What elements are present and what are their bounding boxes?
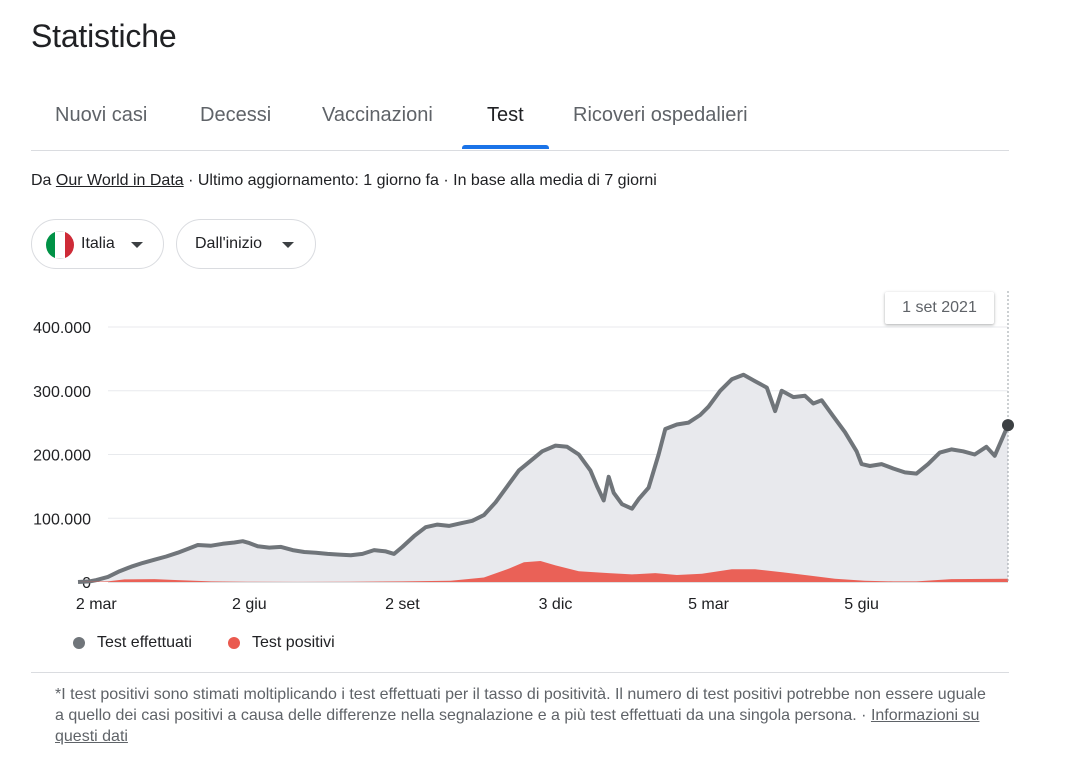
range-dropdown[interactable]: Dall'inizio <box>176 219 316 269</box>
source-prefix: Da <box>31 172 56 189</box>
hover-point-marker <box>1002 419 1014 432</box>
footnote: *I test positivi sono stimati moltiplica… <box>55 684 995 747</box>
legend-label-tests-positive: Test positivi <box>252 634 335 651</box>
source-line: Da Our World in Data · Ultimo aggiorname… <box>31 172 657 190</box>
legend-dot-tests-done <box>73 637 85 649</box>
source-link[interactable]: Our World in Data <box>55 172 184 189</box>
x-tick-label: 5 giu <box>844 596 879 613</box>
legend-label-tests-done: Test effettuati <box>97 634 192 651</box>
flag-stripe-white <box>55 231 65 259</box>
tests-positive-area <box>78 561 1008 582</box>
flag-stripe-red <box>64 231 74 259</box>
legend-dot-tests-positive <box>228 637 240 649</box>
hover-date-tooltip: 1 set 2021 <box>885 292 994 324</box>
footnote-text: *I test positivi sono stimati moltiplica… <box>55 686 986 724</box>
x-tick-label: 2 giu <box>232 596 267 613</box>
x-tick-label: 5 mar <box>688 596 730 613</box>
tab-bar: Nuovi casi Decessi Vaccinazioni Test Ric… <box>31 96 1009 151</box>
source-updated: · Ultimo aggiornamento: 1 giorno fa · In… <box>183 172 657 189</box>
y-tick-label: 300.000 <box>33 384 91 401</box>
country-label: Italia <box>81 235 115 252</box>
page-title: Statistiche <box>31 18 177 54</box>
range-label: Dall'inizio <box>195 235 263 252</box>
chevron-down-icon <box>131 242 143 248</box>
flag-stripe-green <box>46 231 56 259</box>
country-dropdown[interactable]: Italia <box>31 219 164 269</box>
y-tick-label: 200.000 <box>33 448 91 465</box>
tests-done-line <box>77 372 1010 584</box>
tab-ricoveri-ospedalieri[interactable]: Ricoveri ospedalieri <box>573 104 748 126</box>
footnote-separator: · <box>856 707 871 724</box>
tests-done-area <box>78 374 1008 582</box>
chevron-down-icon <box>282 242 294 248</box>
y-tick-label: 100.000 <box>33 511 91 528</box>
tab-test[interactable]: Test <box>487 104 524 126</box>
divider <box>31 672 1009 673</box>
y-tick-label: 400.000 <box>33 320 91 337</box>
x-tick-label: 2 mar <box>76 596 118 613</box>
x-tick-label: 2 set <box>385 596 420 613</box>
tab-vaccinazioni[interactable]: Vaccinazioni <box>322 104 433 126</box>
tab-decessi[interactable]: Decessi <box>200 104 272 126</box>
active-tab-indicator <box>462 145 549 149</box>
tab-nuovi-casi[interactable]: Nuovi casi <box>55 104 148 126</box>
italy-flag-icon <box>46 231 74 259</box>
x-tick-label: 3 dic <box>539 596 573 613</box>
tests-chart[interactable]: 0 100.000 200.000 300.000 400.000 2 mar 2 giu 2… <box>0 285 1065 615</box>
about-data-link[interactable]: Informazioni su questi dati <box>55 707 980 745</box>
